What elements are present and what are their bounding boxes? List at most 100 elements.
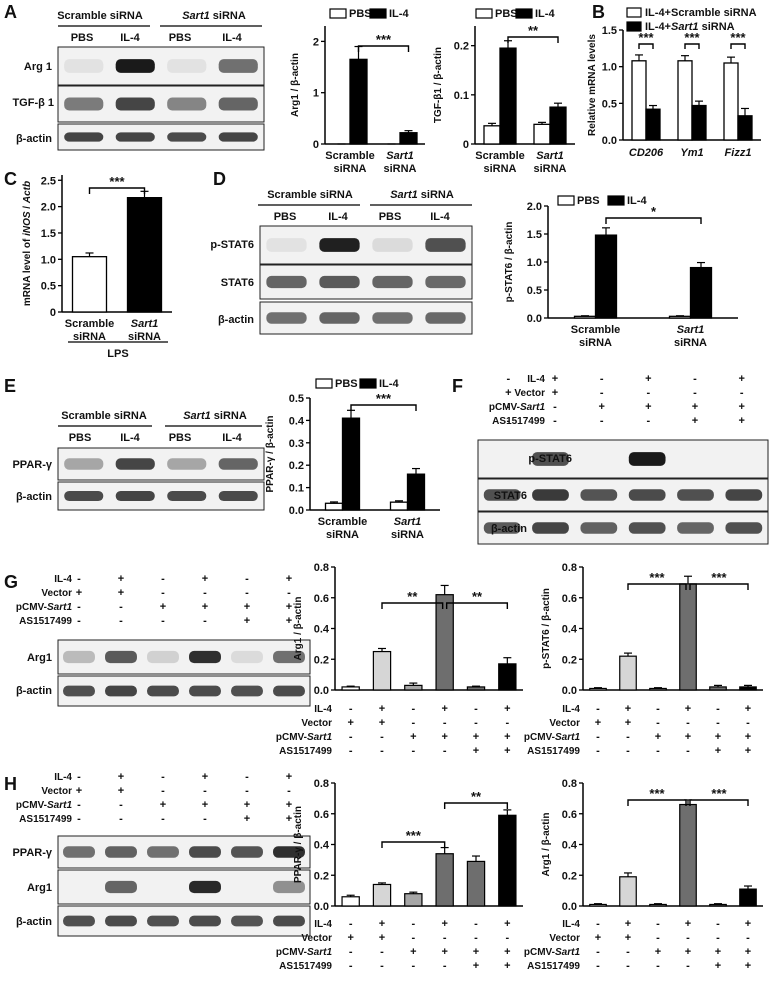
condition-sign: + [379,918,385,930]
condition-label: pCMV-Sart1 [524,732,581,743]
bar [404,684,423,691]
blot-band [115,132,155,142]
x-tick-label: Ym1 [680,147,703,159]
condition-label: Vector [549,718,580,729]
condition-label: AS1517499 [19,616,72,627]
condition-sign: - [716,717,720,729]
y-tick-label: 0.6 [562,593,577,605]
condition-sign: - [411,960,415,972]
condition-sign: - [474,918,478,930]
condition-sign: - [600,387,604,399]
condition-sign: - [686,717,690,729]
condition-sign: - [349,960,353,972]
condition-sign: + [286,601,292,613]
bar [649,687,667,691]
legend-label: IL-4 [389,8,409,20]
significance-bracket [638,43,654,49]
condition-sign: - [506,415,510,427]
chart-C: 0 0.5 1.0 1.5 2.0 2.5 mRNA level of iNOS / Act… [22,174,172,360]
blot-group-label: Sart1 siRNA [182,10,246,22]
x-tick-label: siRNA [73,331,106,343]
condition-sign: - [716,703,720,715]
chart-D: 0.0 0.5 1.0 1.5 2.0 p-STAT6 / β-actin Scramble… [504,195,738,349]
blot-row-label: p-STAT6 [210,239,254,251]
legend-swatch [359,378,377,389]
condition-sign: + [504,731,510,743]
bar [499,47,517,145]
blot-band [189,880,221,894]
blot-row [259,225,473,265]
blot-row [477,439,769,479]
condition-sign: - [596,960,600,972]
condition-sign: - [161,573,165,585]
significance-bracket [357,45,410,52]
condition-sign: - [77,573,81,585]
blot-band [231,846,263,858]
condition-sign: - [506,401,510,413]
condition-sign: - [656,932,660,944]
bar [483,125,501,145]
bar [389,501,409,511]
condition-sign: - [626,960,630,972]
condition-sign: + [504,745,510,757]
condition-sign: + [441,703,447,715]
y-tick-label: 0.4 [314,624,330,636]
legend-swatch [475,8,493,19]
condition-sign: - [287,785,291,797]
bar [498,663,517,691]
condition-sign: - [626,731,630,743]
blot-band [115,490,155,502]
condition-label: AS1517499 [527,961,580,972]
condition-sign: - [626,745,630,757]
condition-sign: - [686,745,690,757]
blot-row [57,85,265,123]
bar [589,687,607,691]
bar [689,266,713,319]
x-tick-label: Scramble [325,150,375,162]
condition-sign: - [646,415,650,427]
condition-sign: + [504,960,510,972]
y-tick-label: 0.6 [314,593,329,605]
blot-frame [57,675,311,707]
y-tick-label: 1.5 [602,25,617,37]
legend-swatch [315,378,333,389]
bar [498,814,517,907]
panel-letter: A [4,2,17,22]
condition-sign: + [118,587,124,599]
y-tick-label: 2.0 [41,202,56,214]
x-tick-label: Scramble [318,516,368,528]
condition-sign: + [473,946,479,958]
bar [399,132,418,145]
significance-label: *** [649,570,665,585]
bar [739,686,757,691]
condition-sign: + [552,373,558,385]
blot-row-label: β-actin [491,523,527,535]
condition-label: IL-4 [562,919,580,930]
condition-sign: - [203,615,207,627]
condition-sign: - [203,785,207,797]
condition-sign: + [286,799,292,811]
condition-sign: + [715,731,721,743]
condition-sign: - [474,932,478,944]
y-tick-label: 0.8 [562,778,577,790]
condition-sign: - [349,745,353,757]
panel-H-blot: IL-4- + - + - +Vector + + - - - -pCMV-Sart1- - + + + +AS… [12,771,311,937]
bar [126,197,163,313]
blot-band [167,458,207,470]
y-tick-label: 0.2 [562,654,577,666]
y-tick-label: 0.4 [289,415,305,427]
bar [631,60,647,141]
y-tick-label: 0.3 [289,438,304,450]
y-tick-label: 0 [50,307,56,319]
condition-sign: + [715,960,721,972]
condition-sign: + [745,745,751,757]
legend: PBS IL-4 [315,378,399,390]
y-axis-label: mRNA level of iNOS / Actb [22,181,33,306]
condition-sign: + [738,373,744,385]
condition-sign: - [716,918,720,930]
blot-group-label: Sart1 siRNA [183,410,247,422]
x-tick-label: Sart1 [536,150,564,162]
condition-sign: - [693,373,697,385]
condition-sign: - [77,813,81,825]
